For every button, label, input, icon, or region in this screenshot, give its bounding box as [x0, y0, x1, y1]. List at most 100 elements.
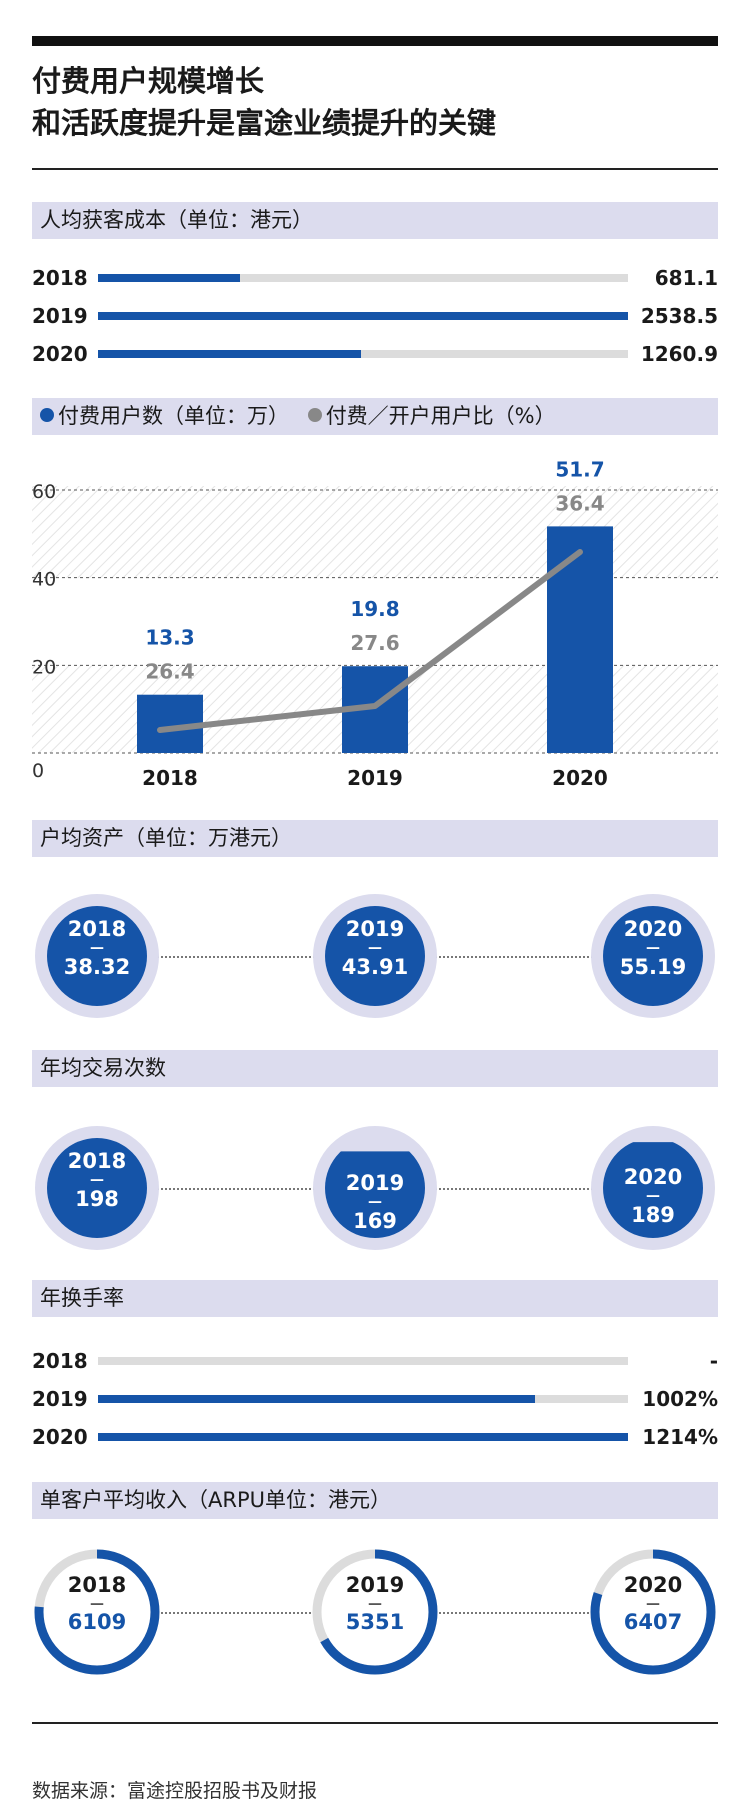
trades-year-2018: 2018 [67, 1149, 127, 1173]
cac-year-2019: 2019 [32, 304, 88, 328]
cac-track-2019 [98, 312, 628, 320]
arpu-year-2019: 2019 [345, 1573, 405, 1597]
arpu-ring-arc-2018 [34, 1549, 160, 1675]
trades-section-header: 年均交易次数 [32, 1050, 718, 1087]
turnover-value-2019: 1002% [642, 1387, 718, 1411]
arpu-dash-2018: — [90, 1596, 104, 1612]
trades-dash-2020: — [646, 1188, 660, 1205]
top-bar [32, 36, 718, 46]
cac-track-2018 [98, 274, 628, 282]
arpu-connector-2 [439, 1612, 589, 1614]
arpu-label-2020: 2020—6407 [587, 1572, 719, 1636]
ratio-label-2019: 27.6 [350, 631, 399, 655]
trades-circle-fill-2019 [325, 1151, 425, 1238]
trades-circle-2019: 2019—169 [313, 1126, 437, 1250]
arpu-ring-2018: 2018—6109 [31, 1546, 163, 1678]
trades-value-2018: 198 [75, 1187, 119, 1211]
turnover-track-2020 [98, 1433, 628, 1441]
turnover-fill-2020 [98, 1433, 628, 1441]
legend-dot-gray-icon [307, 408, 322, 422]
turnover-year-2019: 2019 [32, 1387, 88, 1411]
arpu-dash-2019: — [368, 1596, 382, 1612]
assets-circle-2019: 2019—43.91 [313, 894, 437, 1018]
arpu-ring-2020: 2020—6407 [587, 1546, 719, 1678]
x-tick-2018: 2018 [142, 766, 198, 790]
assets-connector-2 [435, 956, 593, 958]
trades-circle-2020: 2020—189 [591, 1126, 715, 1250]
legend-ratio: 付费／开户用户比（%） [325, 404, 556, 428]
trades-circle-2018: 2018—198 [35, 1126, 159, 1250]
assets-year-2019: 2019 [345, 917, 405, 941]
title-line-1: 付费用户规模增长 [32, 64, 265, 98]
trades-circle-fill-2020 [603, 1142, 703, 1238]
arpu-section-header: 单客户平均收入（ARPU单位：港元） [32, 1482, 718, 1519]
turnover-value-2018: - [709, 1349, 718, 1373]
turnover-section-header: 年换手率 [32, 1280, 718, 1317]
arpu-label-2018: 2018—6109 [31, 1572, 163, 1636]
trades-label-2020: 2020—189 [591, 1164, 715, 1228]
assets-label-2018: 2018—38.32 [35, 916, 159, 980]
arpu-ring-2019: 2019—5351 [309, 1546, 441, 1678]
arpu-ring-arc-2019 [312, 1549, 438, 1675]
y-tick-40: 40 [32, 569, 56, 591]
arpu-value-2019: 5351 [345, 1610, 405, 1634]
assets-value-2020: 55.19 [619, 955, 687, 979]
assets-circle-fill-2018 [47, 906, 147, 1006]
cac-section-header: 人均获客成本（单位：港元） [32, 202, 718, 239]
x-tick-2019: 2019 [347, 766, 403, 790]
assets-circle-2020: 2020—55.19 [591, 894, 715, 1018]
arpu-ring-svg-2020 [590, 1549, 716, 1675]
arpu-ring-svg-2019 [312, 1549, 438, 1675]
assets-connector-1 [157, 956, 315, 958]
cac-fill-2020 [98, 350, 362, 358]
turnover-year-2018: 2018 [32, 1349, 88, 1373]
assets-value-2019: 43.91 [341, 955, 409, 979]
assets-section-header: 户均资产（单位：万港元） [32, 820, 718, 857]
assets-dash-2018: — [90, 940, 104, 956]
cac-track-2020 [98, 350, 628, 358]
trades-value-2019: 169 [353, 1209, 397, 1234]
bar-label-2020: 51.7 [555, 457, 604, 481]
page-title: 付费用户规模增长 和活跃度提升是富途业绩提升的关键 [32, 60, 718, 144]
cac-fill-2018 [98, 274, 241, 282]
cac-value-2018: 681.1 [654, 266, 718, 290]
ratio-label-2018: 26.4 [145, 660, 194, 684]
assets-dash-2020: — [646, 940, 660, 956]
x-tick-2020: 2020 [552, 766, 608, 790]
trades-circle-fill-2018 [47, 1138, 147, 1238]
source-note: 数据来源：富途控股招股书及财报 [32, 1780, 318, 1802]
ratio-line [157, 549, 583, 733]
arpu-dash-2020: — [646, 1596, 660, 1612]
y-tick-0: 0 [32, 760, 44, 782]
assets-year-2020: 2020 [623, 917, 683, 941]
legend-paid-users: 付费用户数（单位：万） [58, 404, 289, 428]
trades-year-2020: 2020 [623, 1165, 683, 1190]
trades-value-2020: 189 [631, 1203, 675, 1228]
arpu-value-2018: 6109 [67, 1610, 127, 1634]
trades-connector-2 [435, 1188, 593, 1190]
assets-circle-2018: 2018—38.32 [35, 894, 159, 1018]
turnover-track-2018 [98, 1357, 628, 1365]
cac-year-2018: 2018 [32, 266, 88, 290]
arpu-ring-arc-2020 [590, 1549, 716, 1675]
assets-label-2019: 2019—43.91 [313, 916, 437, 980]
bar-2020 [547, 526, 613, 753]
y-tick-20: 20 [32, 656, 56, 678]
turnover-track-2019 [98, 1395, 628, 1403]
arpu-value-2020: 6407 [623, 1610, 683, 1634]
trades-dash-2019: — [368, 1194, 382, 1211]
cac-year-2020: 2020 [32, 342, 88, 366]
bar-label-2018: 13.3 [145, 626, 194, 650]
arpu-connector-1 [161, 1612, 311, 1614]
footer-rule [32, 1722, 718, 1724]
assets-value-2018: 38.32 [63, 955, 131, 979]
turnover-fill-2019 [98, 1395, 536, 1403]
arpu-label-2019: 2019—5351 [309, 1572, 441, 1636]
title-line-2: 和活跃度提升是富途业绩提升的关键 [32, 106, 497, 140]
turnover-value-2020: 1214% [642, 1425, 718, 1449]
arpu-year-2018: 2018 [67, 1573, 127, 1597]
trades-connector-1 [157, 1188, 315, 1190]
users-chart: 0 20 40 60 13.3 26.4 2018 19.8 27.6 2019 51.7 36.4 2… [32, 457, 718, 790]
trades-label-2019: 2019—169 [313, 1170, 437, 1234]
y-tick-60: 60 [32, 481, 56, 503]
